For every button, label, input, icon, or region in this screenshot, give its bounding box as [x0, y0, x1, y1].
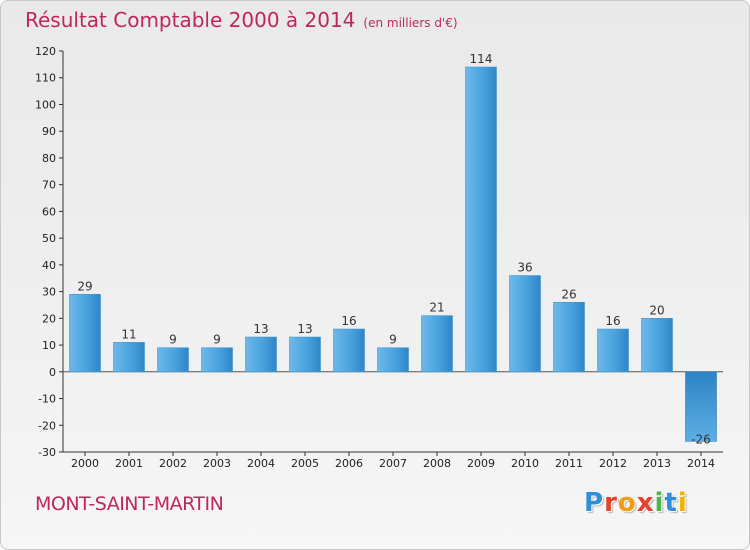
bar-2006 — [333, 328, 365, 373]
y-tick-label: 10 — [42, 339, 56, 352]
x-tick-label: 2007 — [379, 457, 407, 470]
chart-data-labels: 29 11 9 9 13 13 16 9 21 114 36 26 16 20 -26 — [77, 52, 710, 446]
bar-2001 — [113, 342, 145, 373]
bar-2008 — [421, 315, 453, 373]
y-tick-label: 30 — [42, 286, 56, 299]
x-tick-label: 2003 — [203, 457, 231, 470]
logo-letter: x — [636, 488, 655, 518]
bar-2003 — [201, 347, 233, 373]
logo-letter: o — [617, 488, 637, 518]
x-tick-label: 2011 — [555, 457, 583, 470]
y-tick-label: -30 — [38, 446, 56, 459]
bar-2011 — [553, 301, 585, 373]
y-tick-label: 0 — [49, 366, 56, 379]
x-tick-label: 2012 — [599, 457, 627, 470]
y-tick-label: 90 — [42, 125, 56, 138]
data-label-2002: 9 — [169, 333, 177, 347]
data-label-2013: 20 — [649, 303, 664, 317]
y-tick-label: -10 — [38, 393, 56, 406]
x-tick-label: 2004 — [247, 457, 275, 470]
logo-letter: r — [604, 488, 618, 518]
x-tick-label: 2001 — [115, 457, 143, 470]
data-label-2008: 21 — [429, 301, 444, 315]
x-tick-label: 2002 — [159, 457, 187, 470]
bar-2009 — [465, 66, 497, 373]
y-tick-label: 40 — [42, 259, 56, 272]
x-tick-label: 2000 — [71, 457, 99, 470]
bar-2002 — [157, 347, 189, 373]
x-tick-label: 2010 — [511, 457, 539, 470]
chart-title-text: Résultat Comptable 2000 à 2014 — [25, 8, 356, 32]
data-label-2007: 9 — [389, 333, 397, 347]
x-tick-label: 2013 — [643, 457, 671, 470]
data-label-2014: -26 — [691, 432, 711, 446]
data-label-2011: 26 — [561, 287, 576, 301]
logo-letter: i — [654, 488, 665, 518]
logo-letter: P — [584, 488, 605, 518]
data-label-2012: 16 — [605, 314, 620, 328]
bar-2007 — [377, 347, 409, 373]
chart-title: Résultat Comptable 2000 à 2014 (en millie… — [25, 8, 458, 32]
proxiti-logo[interactable]: Proxiti — [584, 488, 688, 518]
logo-letter: i — [677, 488, 688, 518]
y-tick-label: 120 — [35, 45, 56, 58]
bar-2010 — [509, 275, 541, 373]
y-tick-label: 80 — [42, 152, 56, 165]
data-label-2000: 29 — [77, 279, 92, 293]
x-tick-label: 2006 — [335, 457, 363, 470]
x-tick-label: 2008 — [423, 457, 451, 470]
data-label-2010: 36 — [517, 261, 532, 275]
data-label-2003: 9 — [213, 333, 221, 347]
y-tick-label: 110 — [35, 72, 56, 85]
x-tick-label: 2009 — [467, 457, 495, 470]
bar-2014 — [685, 371, 717, 442]
chart-bars — [69, 66, 717, 442]
y-tick-label: 50 — [42, 232, 56, 245]
data-label-2006: 16 — [341, 314, 356, 328]
y-tick-label: 60 — [42, 205, 56, 218]
chart-subtitle: (en milliers d'€) — [363, 16, 458, 30]
y-tick-label: -20 — [38, 419, 56, 432]
x-tick-label: 2005 — [291, 457, 319, 470]
data-label-2005: 13 — [297, 322, 312, 336]
commune-name: MONT-SAINT-MARTIN — [35, 493, 224, 515]
bar-2005 — [289, 336, 321, 373]
bar-2013 — [641, 318, 673, 373]
bar-2004 — [245, 336, 277, 373]
data-label-2004: 13 — [253, 322, 268, 336]
chart-axes: -30 -20 -10 0 10 20 30 40 50 60 70 80 90 100 110 120 200… — [35, 45, 723, 470]
bar-2012 — [597, 328, 629, 373]
y-tick-label: 70 — [42, 179, 56, 192]
data-label-2001: 11 — [121, 327, 136, 341]
x-tick-label: 2014 — [687, 457, 715, 470]
logo-letter: t — [664, 488, 678, 518]
y-tick-label: 100 — [35, 98, 56, 111]
y-tick-label: 20 — [42, 312, 56, 325]
data-label-2009: 114 — [470, 52, 493, 66]
bar-2000 — [69, 293, 101, 373]
